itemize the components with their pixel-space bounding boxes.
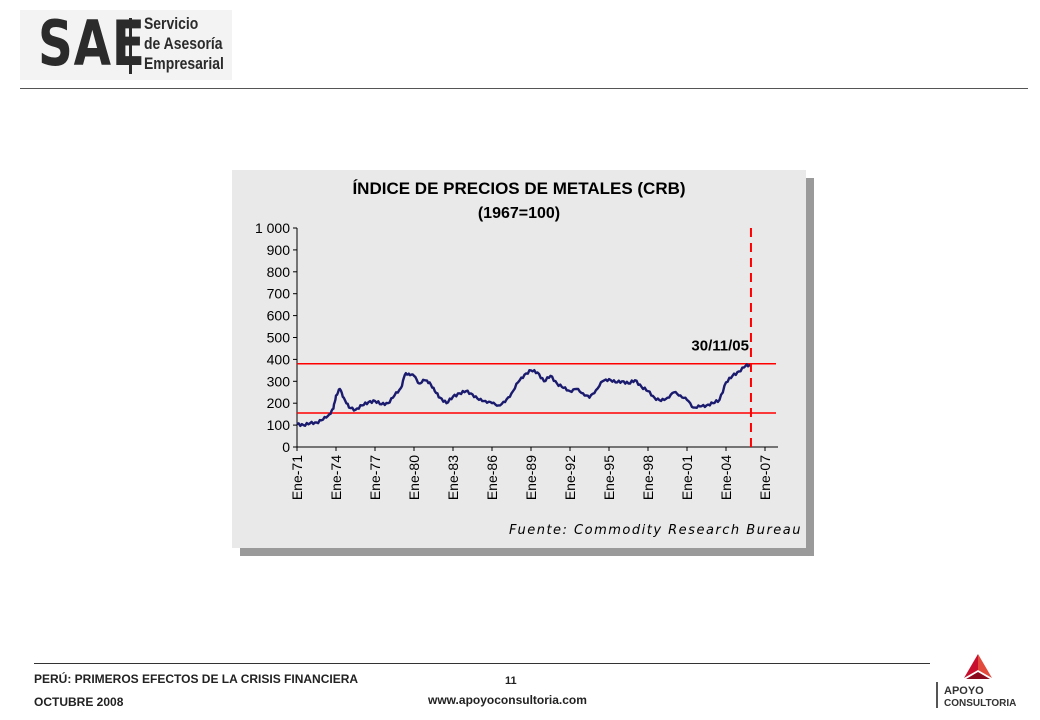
chart-subtitle: (1967=100) [478,205,560,222]
y-tick-label: 700 [267,286,291,302]
y-tick-label: 400 [267,351,291,367]
reference-lines [297,363,776,414]
marker-label: 30/11/05 [691,338,749,355]
logo-line: Servicio [144,14,199,33]
x-tick-label: Ene-89 [523,455,539,500]
series [296,363,752,428]
logo-text: Servicio de Asesoría Empresarial [144,14,224,74]
y-tick-label: 800 [267,264,291,280]
footer-website[interactable]: www.apoyoconsultoria.com [428,693,587,707]
sae-logo: SAE Servicio de Asesoría Empresarial [20,7,232,80]
footer-divider [34,663,930,664]
series-line [296,363,752,428]
x-axis: Ene-71 Ene-74 Ene-77 Ene-80 Ene-83 Ene-86 Ene-… [289,446,778,500]
y-tick-label: 600 [267,308,291,324]
logo-mark: SAE [38,7,146,80]
y-tick-label: 300 [267,373,291,389]
x-tick-label: Ene-71 [289,455,305,500]
x-tick-label: Ene-86 [484,455,500,500]
chart-title: ÍNDICE DE PRECIOS DE METALES (CRB) [352,179,685,198]
y-tick-label: 200 [267,395,291,411]
apoyo-brand-top: APOYO [944,685,984,697]
y-tick-label: 100 [267,417,291,433]
date-marker: 30/11/05 [691,228,752,447]
x-tick-label: Ene-83 [445,455,461,500]
x-tick-label: Ene-01 [679,455,695,500]
y-tick-label: 1 000 [255,220,290,236]
y-axis: 0 100 200 300 400 500 600 700 800 900 1 000 [255,220,298,455]
x-tick-label: Ene-74 [328,455,344,500]
logo-line: Empresarial [144,54,224,73]
x-tick-label: Ene-95 [601,455,617,500]
chart-panel [232,170,806,548]
footer-title: PERÚ: PRIMEROS EFECTOS DE LA CRISIS FINA… [34,672,359,686]
y-tick-label: 500 [267,330,291,346]
page-number: 11 [505,675,517,687]
y-tick-label: 900 [267,242,291,258]
logo-divider [129,18,132,74]
chart-source: Fuente: Commodity Research Bureau [509,523,802,538]
metals-price-chart: ÍNDICE DE PRECIOS DE METALES (CRB) (1967… [255,179,802,538]
x-tick-label: Ene-98 [640,455,656,500]
x-tick-label: Ene-77 [367,455,383,500]
x-tick-label: Ene-92 [562,455,578,500]
y-tick-label: 0 [282,439,290,455]
apoyo-logo-icon: APOYO CONSULTORIA [936,654,1016,709]
x-tick-label: Ene-80 [406,455,422,500]
header-divider [20,88,1028,89]
apoyo-logo: APOYO CONSULTORIA [934,652,1030,712]
x-tick-label: Ene-04 [718,455,734,500]
footer-date: OCTUBRE 2008 [34,695,124,709]
x-tick-label: Ene-07 [757,455,773,500]
apoyo-brand-bottom: CONSULTORIA [944,698,1016,709]
logo-line: de Asesoría [144,34,223,53]
